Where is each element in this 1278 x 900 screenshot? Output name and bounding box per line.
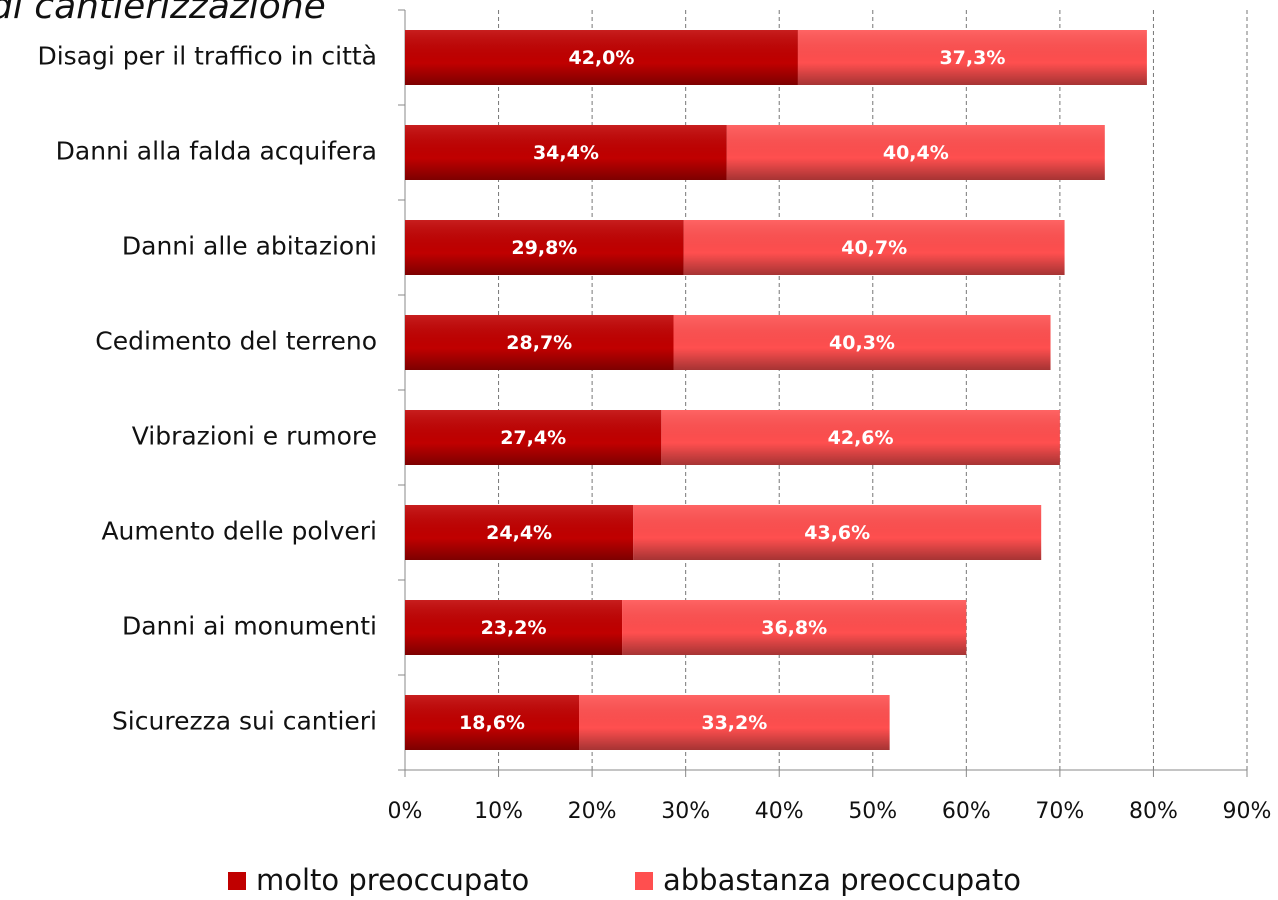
value-label: 23,2%: [481, 617, 547, 639]
value-label: 42,6%: [828, 427, 894, 449]
bar-shade: [673, 315, 1051, 370]
bar-shade: [683, 220, 1065, 275]
legend-swatch: [635, 872, 653, 890]
x-tick-label: 80%: [1129, 799, 1178, 824]
x-tick-label: 40%: [755, 799, 804, 824]
y-tick-label: Aumento delle polveri: [101, 517, 377, 546]
y-tick-label: Disagi per il traffico in città: [37, 42, 377, 71]
x-tick-label: 50%: [848, 799, 897, 824]
x-tick-label: 60%: [942, 799, 991, 824]
value-label: 33,2%: [701, 712, 767, 734]
bar-shade: [405, 220, 684, 275]
x-tick-label: 30%: [661, 799, 710, 824]
x-tick-label: 10%: [474, 799, 523, 824]
value-label: 40,3%: [829, 332, 895, 354]
value-label: 37,3%: [939, 47, 1005, 69]
legend-label: molto preoccupato: [256, 863, 529, 897]
y-tick-label: Danni ai monumenti: [122, 612, 377, 641]
x-tick-label: 70%: [1035, 799, 1084, 824]
x-tick-label: 0%: [388, 799, 423, 824]
bar-shade: [405, 315, 674, 370]
chart-title: di cantierizzazione: [0, 0, 326, 27]
value-label: 24,4%: [486, 522, 552, 544]
bar-shade: [405, 410, 662, 465]
y-tick-label: Danni alla falda acquifera: [56, 137, 377, 166]
bar-shade: [726, 125, 1105, 180]
bar-shade: [622, 600, 967, 655]
value-label: 40,7%: [841, 237, 907, 259]
bar-shade: [405, 600, 623, 655]
y-tick-label: Danni alle abitazioni: [122, 232, 377, 261]
y-tick-label: Sicurezza sui cantieri: [112, 707, 377, 736]
legend-swatch: [228, 872, 246, 890]
bar-shade: [405, 505, 634, 560]
bar-shade: [661, 410, 1060, 465]
bar-shade: [405, 125, 727, 180]
legend-label: abbastanza preoccupato: [663, 863, 1021, 897]
bar-shade: [633, 505, 1042, 560]
bar-shade: [405, 695, 580, 750]
y-tick-label: Cedimento del terreno: [95, 327, 377, 356]
bar-shade: [797, 30, 1147, 85]
value-label: 29,8%: [511, 237, 577, 259]
value-label: 28,7%: [506, 332, 572, 354]
y-tick-label: Vibrazioni e rumore: [132, 422, 377, 451]
value-label: 40,4%: [883, 142, 949, 164]
value-label: 43,6%: [804, 522, 870, 544]
value-label: 34,4%: [533, 142, 599, 164]
value-label: 36,8%: [761, 617, 827, 639]
value-label: 27,4%: [500, 427, 566, 449]
bar-shade: [405, 30, 798, 85]
value-label: 42,0%: [569, 47, 635, 69]
x-tick-label: 90%: [1223, 799, 1272, 824]
x-tick-label: 20%: [568, 799, 617, 824]
bar-shade: [579, 695, 890, 750]
value-label: 18,6%: [459, 712, 525, 734]
